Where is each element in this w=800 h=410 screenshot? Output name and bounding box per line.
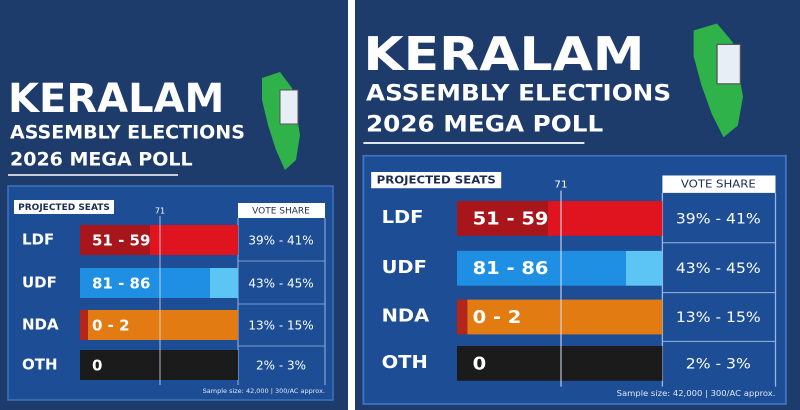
majority-label: 71 xyxy=(155,207,165,216)
seat-range: 51 - 59 xyxy=(92,232,150,250)
seats-header: PROJECTED SEATS xyxy=(377,174,496,186)
poll-name: 2026 MEGA POLL xyxy=(10,149,193,171)
seat-bar xyxy=(210,268,238,298)
header-tag xyxy=(14,200,114,214)
seat-bar xyxy=(457,250,626,286)
vote-header-box xyxy=(662,175,776,193)
evm-icon xyxy=(716,43,742,85)
seat-bar xyxy=(80,350,238,380)
party-label: OTH xyxy=(22,356,58,374)
seats-header: PROJECTED SEATS xyxy=(18,203,110,213)
party-label: UDF xyxy=(382,258,427,278)
vote-share: 43% - 45% xyxy=(248,277,313,291)
majority-label: 71 xyxy=(554,180,567,190)
vote-header-box xyxy=(238,203,325,218)
vote-header: VOTE SHARE xyxy=(681,178,756,190)
footnote: Sample size: 42,000 | 300/AC approx. xyxy=(203,387,325,395)
seat-bar xyxy=(457,346,663,381)
seat-bar xyxy=(80,225,150,255)
party-label: LDF xyxy=(22,231,54,249)
title: KERALAM xyxy=(8,76,224,122)
vote-share: 13% - 15% xyxy=(676,310,761,326)
seat-bar xyxy=(80,268,210,298)
header-tag xyxy=(371,172,502,189)
party-label: NDA xyxy=(22,316,59,334)
subtitle: ASSEMBLY ELECTIONS xyxy=(10,122,245,144)
poll-name: 2026 MEGA POLL xyxy=(366,111,603,137)
vote-share: 43% - 45% xyxy=(676,261,761,277)
party-label: OTH xyxy=(382,353,428,373)
party-label: UDF xyxy=(22,274,57,292)
seat-range: 0 xyxy=(473,354,487,374)
seat-bar xyxy=(457,201,548,236)
vote-share: 39% - 41% xyxy=(248,234,313,248)
seat-bar xyxy=(150,225,238,255)
footnote: Sample size: 42,000 | 300/AC approx. xyxy=(617,389,776,397)
vote-share: 39% - 41% xyxy=(676,211,761,227)
title: KERALAM xyxy=(363,27,644,82)
evm-icon xyxy=(279,89,299,125)
seat-range: 0 xyxy=(92,357,102,375)
vote-share: 2% - 3% xyxy=(256,359,306,373)
vote-share: 13% - 15% xyxy=(248,319,313,333)
seat-bar xyxy=(80,310,88,340)
vote-share: 2% - 3% xyxy=(686,356,751,372)
seat-bar xyxy=(88,310,238,340)
seat-bar xyxy=(548,201,663,236)
vote-header: VOTE SHARE xyxy=(252,207,310,217)
seat-range: 81 - 86 xyxy=(473,259,549,279)
seat-range: 0 - 2 xyxy=(92,317,130,335)
seat-range: 51 - 59 xyxy=(473,209,549,229)
party-label: NDA xyxy=(382,307,430,327)
seat-bar xyxy=(626,250,663,286)
seat-range: 0 - 2 xyxy=(473,308,522,328)
party-label: LDF xyxy=(382,208,424,228)
subtitle: ASSEMBLY ELECTIONS xyxy=(366,80,671,106)
seat-bar xyxy=(457,299,468,335)
seat-range: 81 - 86 xyxy=(92,275,150,293)
seat-bar xyxy=(467,299,663,335)
